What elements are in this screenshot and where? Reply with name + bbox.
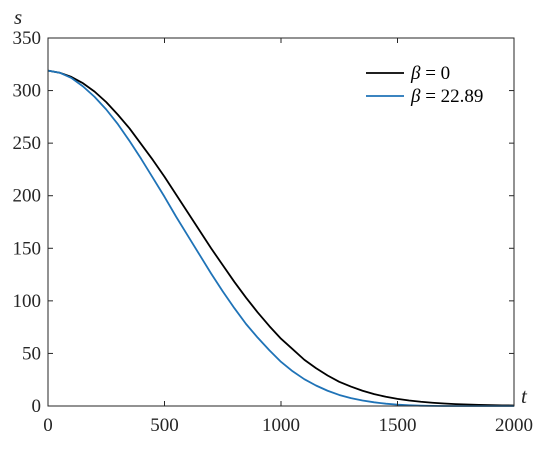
y-tick-label: 50 (22, 343, 41, 364)
x-tick-label: 1500 (379, 415, 417, 436)
y-tick-label: 150 (13, 238, 42, 259)
axes: 0 500 1000 1500 2000 0 50 100 150 200 250 300 350 t s (13, 5, 534, 436)
legend: β = 0β = 22.89 (366, 63, 483, 107)
y-tick-label: 100 (13, 291, 42, 312)
legend-label-1: β = 0 (410, 63, 450, 84)
y-tick-label: 300 (13, 81, 42, 102)
plot-area (47, 69, 515, 407)
x-tick-label: 500 (150, 415, 179, 436)
y-tick-label: 0 (32, 396, 42, 417)
y-tick-label: 200 (13, 186, 42, 207)
y-axis-label: s (14, 5, 22, 29)
x-axis-label: t (521, 384, 528, 408)
y-tick-label: 350 (13, 28, 42, 49)
y-tick-label: 250 (13, 133, 42, 154)
series-line-1 (47, 69, 515, 407)
x-tick-label: 0 (43, 415, 53, 436)
series-line-2 (47, 69, 514, 407)
x-tick-label: 2000 (495, 415, 533, 436)
legend-label-2: β = 22.89 (410, 86, 483, 107)
x-tick-label: 1000 (262, 415, 300, 436)
